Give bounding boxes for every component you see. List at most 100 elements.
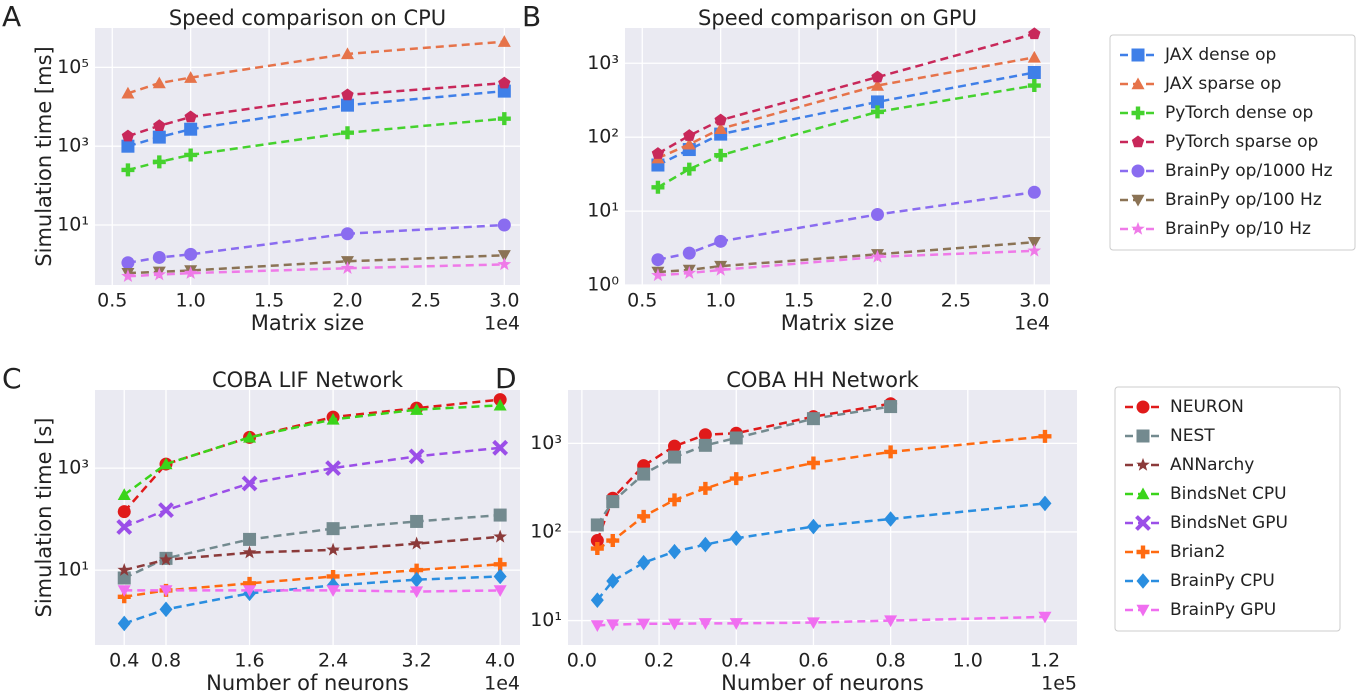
marker bbox=[590, 518, 604, 532]
marker bbox=[870, 249, 885, 263]
marker bbox=[698, 428, 712, 442]
marker bbox=[159, 457, 173, 470]
marker bbox=[590, 620, 604, 632]
x-tick-label: 4.0 bbox=[485, 650, 515, 672]
legend-marker bbox=[1136, 400, 1150, 414]
x-axis-label: Number of neurons bbox=[721, 671, 924, 694]
marker bbox=[606, 534, 620, 548]
marker bbox=[159, 601, 173, 618]
series-line bbox=[657, 249, 1035, 277]
y-tick-label: 10³ bbox=[587, 52, 619, 74]
series-line bbox=[124, 589, 501, 593]
legend-label: ANNarchy bbox=[1170, 455, 1254, 475]
marker bbox=[729, 472, 743, 486]
marker bbox=[637, 554, 651, 571]
marker bbox=[117, 615, 131, 632]
legend-marker bbox=[1131, 164, 1145, 178]
legend-label: JAX sparse op bbox=[1164, 74, 1281, 94]
x-tick-label: 2.4 bbox=[318, 650, 348, 672]
marker bbox=[340, 261, 355, 275]
legend-marker bbox=[1136, 429, 1150, 443]
marker bbox=[493, 557, 507, 571]
marker bbox=[884, 615, 898, 628]
marker bbox=[184, 247, 198, 261]
series-line bbox=[596, 405, 891, 526]
x-tick-label: 0.8 bbox=[151, 650, 181, 672]
marker bbox=[410, 403, 424, 415]
legend-marker bbox=[1135, 515, 1151, 531]
x-offset-label: 1e4 bbox=[484, 673, 520, 694]
marker bbox=[698, 481, 712, 495]
legend-marker bbox=[1136, 573, 1150, 589]
marker bbox=[806, 412, 820, 426]
marker bbox=[1027, 185, 1041, 199]
legend-marker bbox=[1131, 221, 1145, 235]
marker bbox=[493, 529, 507, 543]
x-tick-label: 0.2 bbox=[644, 650, 674, 672]
y-tick-label: 10¹ bbox=[57, 213, 89, 235]
series-line bbox=[127, 117, 505, 172]
marker bbox=[651, 180, 665, 194]
marker bbox=[683, 129, 696, 141]
marker bbox=[651, 268, 665, 282]
marker bbox=[325, 460, 341, 477]
panel-label: D bbox=[495, 362, 517, 395]
marker bbox=[117, 505, 131, 519]
legend-marker bbox=[1136, 545, 1150, 559]
marker bbox=[651, 147, 665, 159]
x-tick-label: 1.5 bbox=[254, 290, 284, 312]
marker bbox=[121, 129, 135, 142]
legend-label: PyTorch sparse op bbox=[1165, 132, 1318, 152]
legend-label: BrainPy op/100 Hz bbox=[1165, 190, 1322, 210]
x-tick-label: 0.8 bbox=[876, 650, 906, 672]
marker bbox=[493, 585, 507, 597]
marker bbox=[116, 519, 133, 535]
chart-title: Speed comparison on GPU bbox=[698, 6, 977, 30]
marker bbox=[493, 398, 507, 411]
marker bbox=[606, 573, 620, 589]
marker bbox=[117, 571, 131, 585]
legend-marker bbox=[1131, 77, 1145, 90]
marker bbox=[158, 502, 174, 519]
marker bbox=[590, 542, 604, 556]
x-tick-label: 3.0 bbox=[489, 290, 519, 312]
series-line bbox=[123, 575, 501, 625]
marker bbox=[121, 256, 135, 270]
marker bbox=[497, 112, 511, 126]
series-line bbox=[596, 402, 891, 541]
marker bbox=[1038, 429, 1052, 443]
marker bbox=[713, 262, 728, 276]
marker bbox=[183, 265, 198, 279]
marker bbox=[497, 218, 511, 232]
x-tick-label: 2.0 bbox=[862, 290, 892, 312]
marker bbox=[682, 265, 697, 279]
series-line bbox=[127, 40, 505, 95]
marker bbox=[1027, 79, 1041, 93]
marker bbox=[408, 448, 425, 465]
series-line bbox=[657, 240, 1035, 274]
marker bbox=[668, 493, 682, 507]
series-line bbox=[123, 404, 501, 496]
marker bbox=[714, 113, 727, 126]
marker bbox=[409, 536, 424, 550]
marker bbox=[682, 162, 696, 176]
marker bbox=[668, 450, 682, 464]
legend-marker bbox=[1136, 604, 1150, 617]
marker bbox=[870, 207, 884, 221]
marker bbox=[153, 119, 166, 132]
marker bbox=[241, 475, 258, 492]
marker bbox=[1027, 65, 1041, 79]
marker bbox=[184, 110, 197, 123]
plot-area bbox=[95, 28, 520, 285]
marker bbox=[714, 234, 728, 248]
marker bbox=[326, 412, 340, 425]
marker bbox=[806, 617, 820, 630]
marker bbox=[121, 86, 135, 99]
x-tick-label: 0.5 bbox=[97, 290, 127, 312]
legend-label: BindsNet CPU bbox=[1170, 484, 1287, 504]
marker bbox=[184, 122, 198, 136]
marker bbox=[1038, 611, 1052, 624]
marker bbox=[326, 585, 340, 597]
